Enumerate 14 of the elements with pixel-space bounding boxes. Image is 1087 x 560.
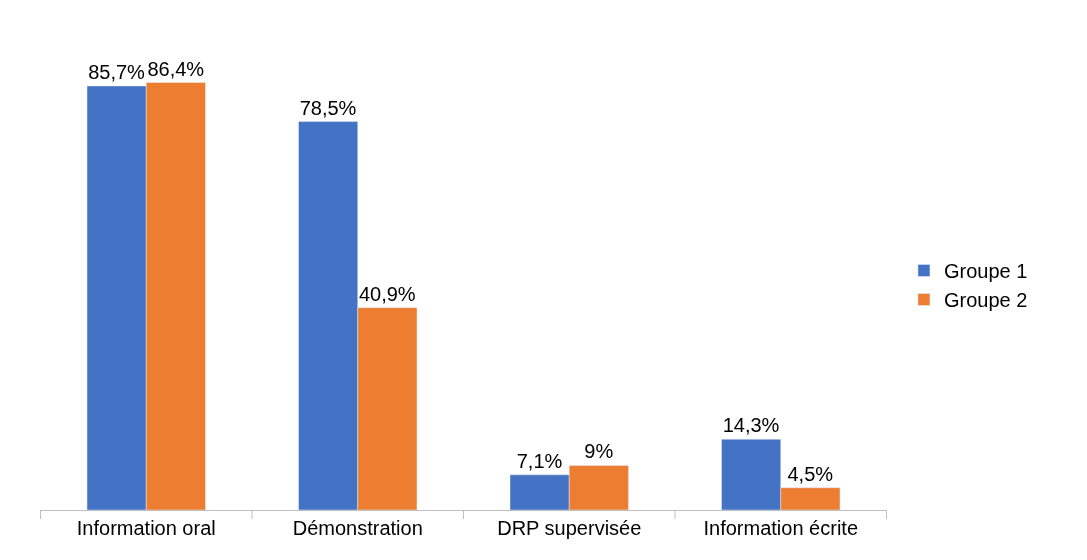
x-tick-label: Information oral [76, 517, 216, 539]
data-label: 7,1% [516, 449, 563, 472]
x-tick-label: DRP supervisée [497, 517, 642, 539]
data-label: 14,3% [722, 414, 780, 437]
data-label: 86,4% [147, 57, 205, 80]
x-tick-label: Information écrite [703, 517, 859, 539]
data-label: 4,5% [787, 462, 834, 485]
data-label: 85,7% [88, 60, 146, 83]
x-tick-label: Démonstration [292, 517, 423, 539]
data-label: 40,9% [358, 282, 416, 305]
data-label: 78,5% [299, 96, 357, 119]
legend-label: Groupe 1 [943, 260, 1028, 283]
data-label: 9% [584, 440, 614, 463]
legend-label: Groupe 2 [943, 289, 1028, 312]
